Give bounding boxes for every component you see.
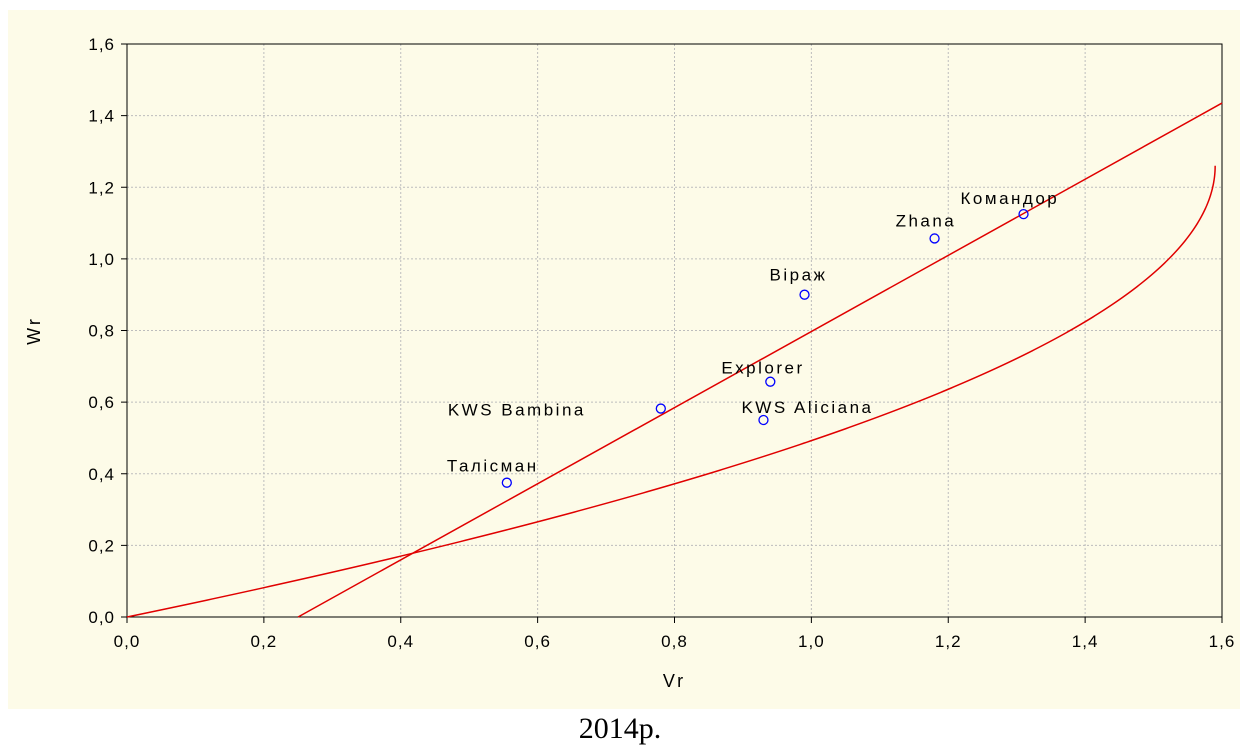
point-labels: Талісман KWS Bambina KWS Aliciana Explorer В… [447,189,1060,476]
data-point-label: Zhana [896,211,957,230]
x-tick-label: 1,2 [935,632,962,651]
data-point-label: Талісман [447,457,539,476]
chart-caption: 2014р. [578,712,662,745]
grid [127,44,1222,617]
vr-wr-chart: 0,0 0,2 0,4 0,6 0,8 1,0 1,2 1,4 1,6 0,0 0,2 0,4 0,6… [24,35,1236,691]
y-tick-label: 0,0 [88,608,115,627]
data-point-label: Explorer [721,359,804,378]
x-tick-label: 0,0 [114,632,141,651]
data-point [765,376,776,387]
y-tick-label: 1,0 [88,250,115,269]
data-point-label: Командор [961,189,1060,208]
limiting-parabola [126,165,1216,618]
ticks [121,43,1223,623]
regression-line [297,102,1223,618]
data-point [655,403,666,414]
data-point-label: Віраж [770,266,828,285]
x-tick-label: 0,8 [661,632,688,651]
x-tick-label: 0,6 [524,632,551,651]
x-tick-label: 0,4 [387,632,414,651]
y-tick-label: 0,4 [88,465,115,484]
y-tick-labels: 0,0 0,2 0,4 0,6 0,8 1,0 1,2 1,4 1,6 [88,35,115,627]
data-point [501,477,512,488]
data-point [1018,208,1029,220]
x-tick-label: 1,4 [1072,632,1099,651]
y-tick-label: 0,8 [88,322,115,341]
x-tick-label: 0,2 [251,632,278,651]
x-axis-label: Vr [663,671,686,691]
data-point-label: KWS Aliciana [741,398,873,417]
y-tick-label: 1,2 [88,178,115,197]
x-tick-label: 1,6 [1209,632,1236,651]
y-axis-label: Wr [24,316,44,345]
x-tick-label: 1,0 [798,632,825,651]
data-point [758,414,769,426]
x-tick-labels: 0,0 0,2 0,4 0,6 0,8 1,0 1,2 1,4 1,6 [114,632,1236,651]
data-point-label: KWS Bambina [448,401,586,420]
data-points [501,208,1029,488]
chart-background [8,10,1240,709]
y-tick-label: 0,6 [88,393,115,412]
y-tick-label: 1,4 [88,107,115,126]
y-tick-label: 0,2 [88,536,115,555]
y-tick-label: 1,6 [88,35,115,54]
curves [126,102,1223,618]
data-point [929,233,940,244]
data-point [799,289,810,300]
